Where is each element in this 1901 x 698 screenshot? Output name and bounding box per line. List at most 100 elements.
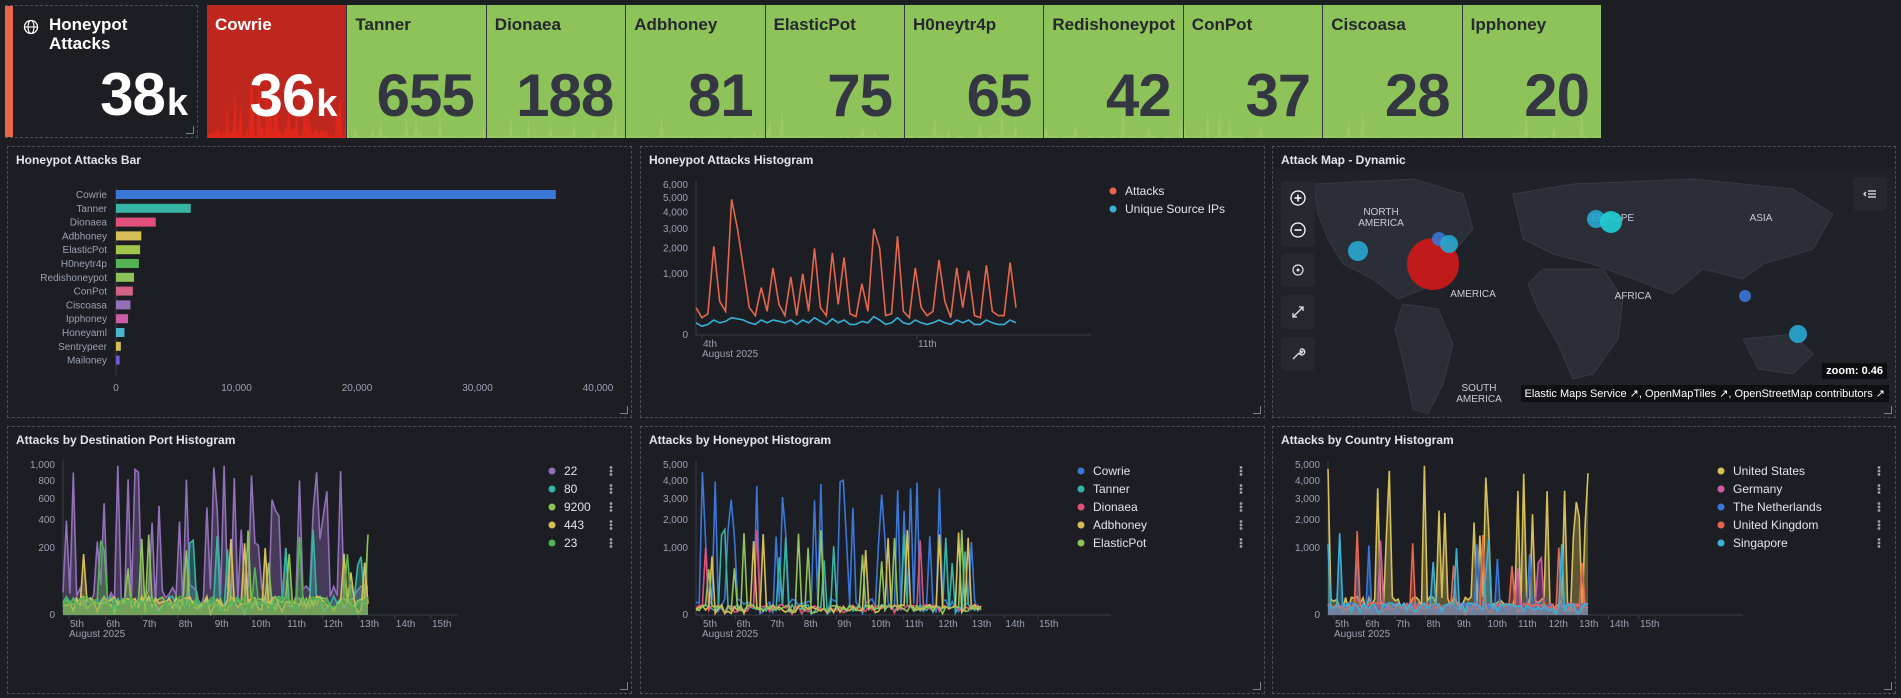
legend-menu-icon[interactable] [1239, 502, 1243, 505]
attack-location-marker[interactable] [1600, 211, 1622, 233]
bar-ciscoasa[interactable] [116, 300, 131, 310]
metric-tile-conpot[interactable]: ConPot 37 [1182, 5, 1323, 138]
metric-tile-h0neytr4p[interactable]: H0neytr4p 65 [904, 5, 1044, 138]
series-line-adbhoney[interactable] [695, 530, 982, 616]
legend-menu-icon[interactable] [1239, 509, 1243, 512]
legend-menu-icon[interactable] [1239, 541, 1243, 545]
bar-adbhoney[interactable] [116, 231, 142, 241]
legend-item[interactable]: 80 [564, 482, 578, 496]
legend-menu-icon[interactable] [1877, 469, 1881, 473]
legend-item[interactable]: The Netherlands [1733, 500, 1822, 514]
metric-tile-redishoneypot[interactable]: Redishoneypot 42 [1043, 5, 1183, 138]
legend-item[interactable]: ElasticPot [1093, 536, 1147, 550]
draw-tool-button[interactable] [1281, 337, 1315, 371]
legend-menu-icon[interactable] [609, 509, 613, 512]
resize-handle[interactable] [1253, 682, 1261, 690]
layers-toggle-button[interactable] [1853, 177, 1887, 211]
series-line-singapore[interactable] [1327, 533, 1589, 616]
metric-tile-tanner[interactable]: Tanner 655 [346, 5, 486, 138]
series-line-unique-source-ips[interactable] [695, 315, 1017, 328]
legend-item[interactable]: United Kingdom [1733, 518, 1818, 532]
legend-menu-icon[interactable] [609, 541, 613, 545]
metric-tile-ipphoney[interactable]: Ipphoney 20 [1461, 5, 1601, 138]
bar-redishoneypot[interactable] [116, 272, 135, 282]
resize-handle[interactable] [186, 126, 194, 134]
legend-menu-icon[interactable] [1877, 505, 1881, 509]
legend-menu-icon[interactable] [1877, 491, 1881, 494]
legend-menu-icon[interactable] [1877, 523, 1881, 527]
attribution-link[interactable]: Elastic Maps Service [1524, 388, 1627, 400]
legend-item[interactable]: Attacks [1125, 184, 1164, 198]
legend-menu-icon[interactable] [609, 527, 613, 530]
metric-tile-cowrie[interactable]: Cowrie 36k [207, 5, 347, 138]
legend-menu-icon[interactable] [1877, 509, 1881, 512]
legend-item[interactable]: 22 [564, 464, 578, 478]
legend-menu-icon[interactable] [1239, 487, 1243, 491]
legend-menu-icon[interactable] [1877, 538, 1881, 541]
zoom-out-button[interactable] [1281, 213, 1315, 247]
legend-menu-icon[interactable] [609, 491, 613, 494]
series-line-23[interactable] [62, 536, 369, 616]
series-line-attacks[interactable] [695, 199, 1017, 320]
bar-ipphoney[interactable] [116, 314, 129, 324]
legend-menu-icon[interactable] [1239, 466, 1243, 469]
resize-handle[interactable] [620, 406, 628, 414]
metric-tile-elasticpot[interactable]: ElasticPot 75 [764, 5, 904, 138]
legend-item[interactable]: Cowrie [1093, 464, 1131, 478]
legend-menu-icon[interactable] [1239, 469, 1243, 473]
resize-handle[interactable] [1253, 406, 1261, 414]
bar-honeyaml[interactable] [116, 328, 125, 337]
resize-handle[interactable] [1884, 682, 1892, 690]
attack-location-marker[interactable] [1789, 325, 1807, 343]
legend-item[interactable]: Singapore [1733, 536, 1788, 550]
bar-elasticpot[interactable] [116, 245, 141, 255]
resize-handle[interactable] [1884, 406, 1892, 414]
legend-menu-icon[interactable] [1239, 520, 1243, 523]
legend-menu-icon[interactable] [609, 545, 613, 548]
resize-handle[interactable] [620, 682, 628, 690]
attack-location-marker[interactable] [1739, 290, 1751, 302]
legend-menu-icon[interactable] [1239, 538, 1243, 541]
bar-mailoney[interactable] [116, 355, 120, 365]
legend-menu-icon[interactable] [609, 505, 613, 509]
legend-menu-icon[interactable] [1239, 505, 1243, 509]
locate-button[interactable] [1281, 253, 1315, 287]
legend-menu-icon[interactable] [1877, 487, 1881, 491]
legend-item[interactable]: Tanner [1093, 482, 1130, 496]
legend-menu-icon[interactable] [609, 502, 613, 505]
legend-menu-icon[interactable] [1877, 545, 1881, 548]
legend-menu-icon[interactable] [1877, 520, 1881, 523]
legend-item[interactable]: Unique Source IPs [1125, 202, 1225, 216]
legend-menu-icon[interactable] [1877, 541, 1881, 545]
legend-menu-icon[interactable] [1877, 527, 1881, 530]
attack-location-marker[interactable] [1348, 241, 1368, 261]
legend-menu-icon[interactable] [609, 484, 613, 487]
bar-sentrypeer[interactable] [116, 341, 121, 351]
total-attacks-metric[interactable]: Honeypot Attacks 38k [5, 5, 198, 138]
bar-dionaea[interactable] [116, 217, 156, 227]
legend-menu-icon[interactable] [609, 466, 613, 469]
legend-menu-icon[interactable] [609, 473, 613, 476]
legend-item[interactable]: 9200 [564, 500, 591, 514]
metric-tile-dionaea[interactable]: Dionaea 188 [485, 5, 626, 138]
legend-menu-icon[interactable] [609, 538, 613, 541]
legend-menu-icon[interactable] [609, 487, 613, 491]
legend-item[interactable]: 23 [564, 536, 578, 550]
legend-item[interactable]: 443 [564, 518, 584, 532]
metric-tile-adbhoney[interactable]: Adbhoney 81 [625, 5, 765, 138]
legend-item[interactable]: Adbhoney [1093, 518, 1147, 532]
fullscreen-button[interactable] [1281, 295, 1315, 329]
attribution-link[interactable]: OpenStreetMap contributors [1734, 388, 1873, 400]
legend-menu-icon[interactable] [609, 523, 613, 527]
legend-menu-icon[interactable] [1239, 527, 1243, 530]
legend-menu-icon[interactable] [1877, 502, 1881, 505]
bar-conpot[interactable] [116, 286, 133, 296]
legend-menu-icon[interactable] [1239, 523, 1243, 527]
legend-menu-icon[interactable] [609, 469, 613, 473]
legend-menu-icon[interactable] [609, 520, 613, 523]
series-line-united-kingdom[interactable] [1328, 530, 1588, 617]
legend-menu-icon[interactable] [1239, 491, 1243, 494]
legend-item[interactable]: Germany [1733, 482, 1782, 496]
legend-menu-icon[interactable] [1239, 545, 1243, 548]
attribution-link[interactable]: OpenMapTiles [1645, 388, 1717, 400]
